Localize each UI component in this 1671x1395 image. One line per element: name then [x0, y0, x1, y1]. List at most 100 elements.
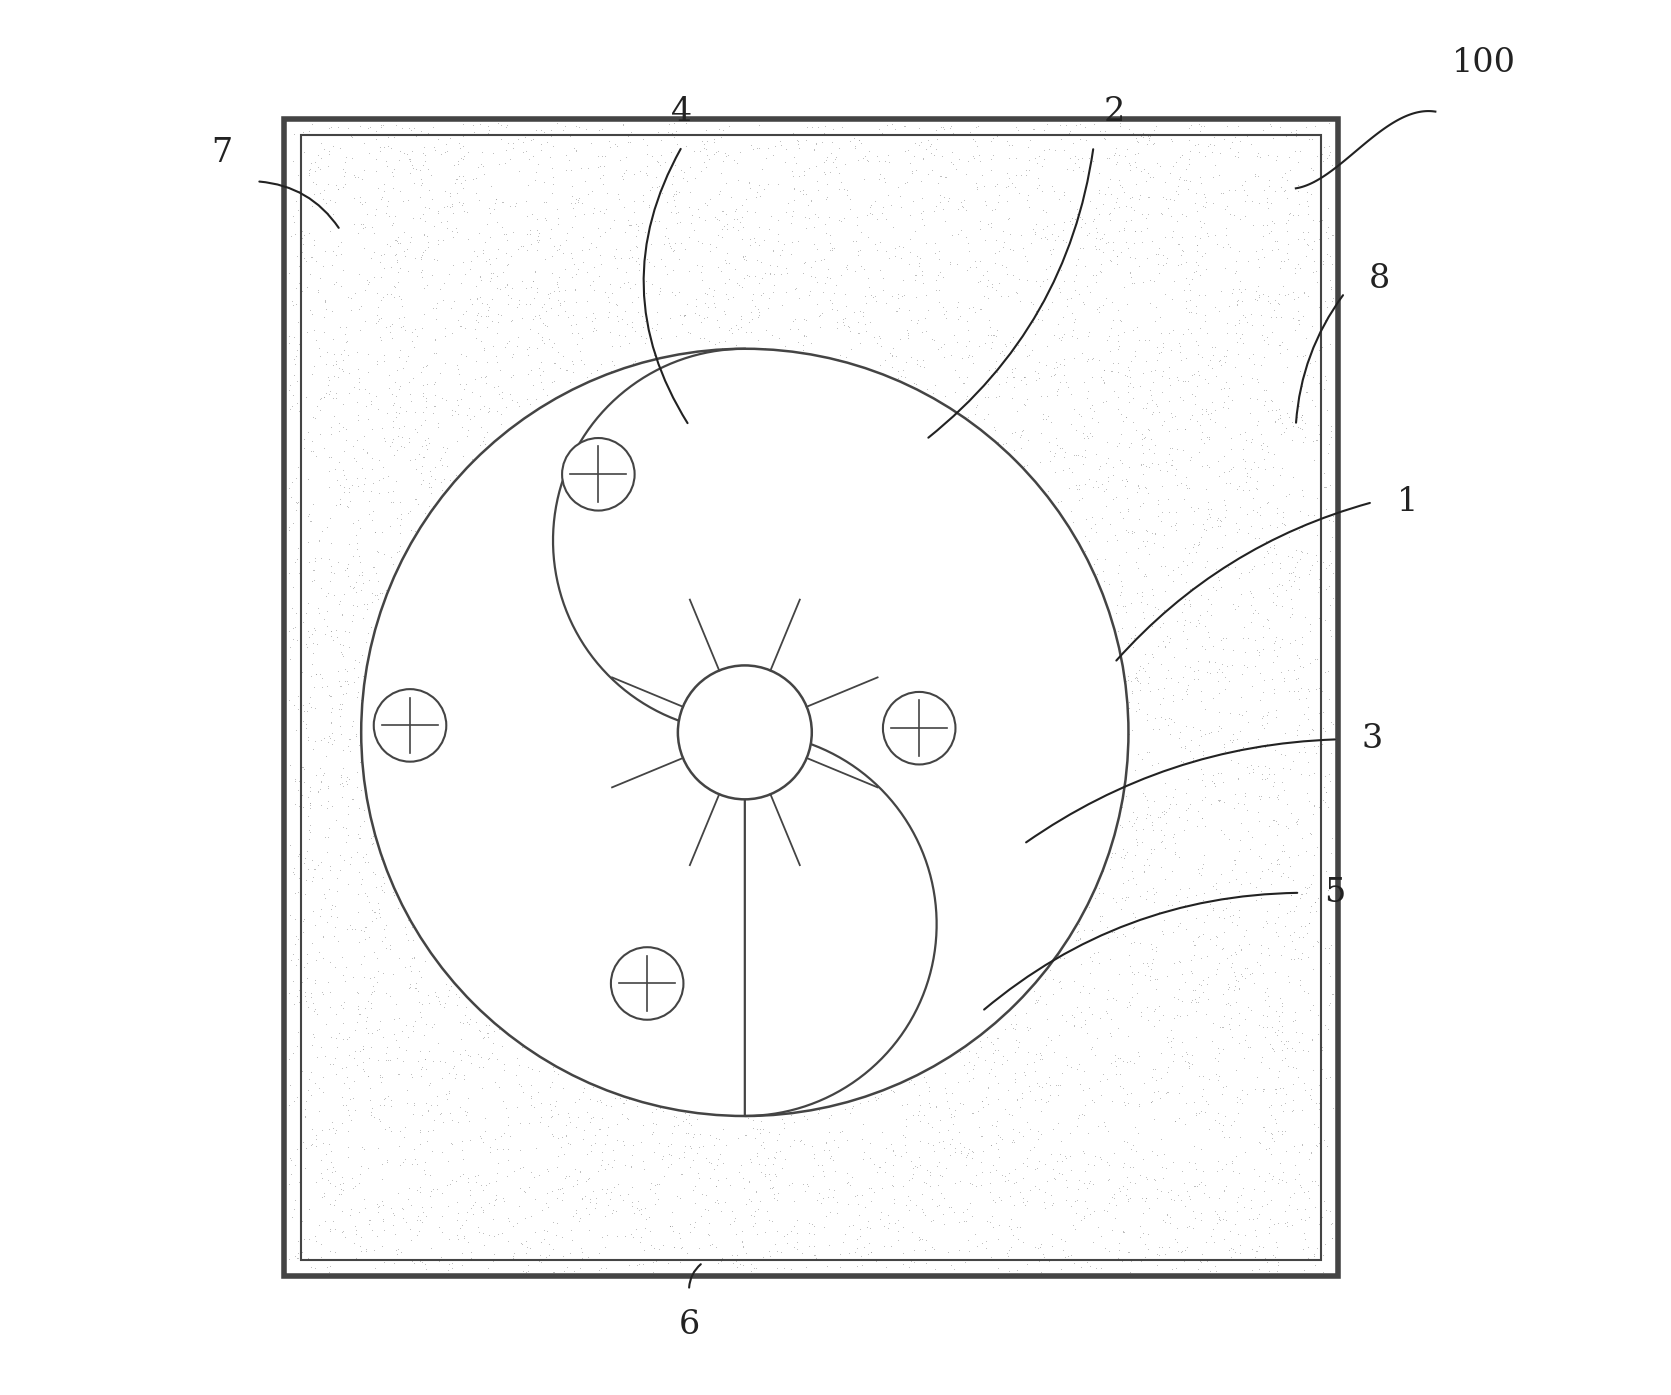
Point [1091, 653, 1118, 675]
Point [775, 1249, 802, 1271]
Point [1312, 608, 1338, 631]
Point [805, 838, 832, 861]
Point [518, 202, 545, 225]
Point [334, 672, 361, 695]
Point [732, 964, 759, 986]
Point [673, 840, 700, 862]
Point [538, 124, 565, 146]
Point [1252, 717, 1278, 739]
Point [984, 1137, 1011, 1159]
Point [301, 1027, 328, 1049]
Point [1150, 336, 1176, 359]
Point [1120, 918, 1146, 940]
Point [371, 257, 398, 279]
Point [1163, 367, 1190, 389]
Point [413, 389, 439, 412]
Point [635, 791, 662, 813]
Point [433, 195, 460, 218]
Point [979, 646, 1006, 668]
Point [1071, 587, 1098, 610]
Point [1318, 1228, 1345, 1250]
Point [364, 282, 391, 304]
Point [500, 220, 526, 243]
Point [399, 929, 426, 951]
Point [498, 346, 525, 368]
Point [841, 773, 867, 795]
Point [551, 290, 578, 312]
Point [358, 1036, 384, 1059]
Point [705, 1169, 732, 1191]
Point [800, 1042, 827, 1064]
Point [1110, 410, 1136, 432]
Point [830, 311, 857, 333]
Point [495, 1106, 521, 1129]
Point [1163, 180, 1190, 202]
Point [981, 252, 1008, 275]
Point [343, 391, 369, 413]
Point [1237, 386, 1263, 409]
Point [973, 448, 999, 470]
Point [683, 999, 710, 1021]
Point [1206, 1016, 1233, 1038]
Bar [301, 135, 1322, 1260]
Point [421, 456, 448, 478]
Point [1293, 233, 1320, 255]
Point [1298, 261, 1325, 283]
Point [448, 1138, 475, 1161]
Point [757, 889, 784, 911]
Point [413, 1057, 439, 1080]
Point [515, 388, 541, 410]
Point [1151, 1243, 1178, 1265]
Point [650, 964, 677, 986]
Point [1180, 748, 1206, 770]
Point [672, 1122, 698, 1144]
Point [1110, 469, 1136, 491]
Point [939, 467, 966, 490]
Point [1066, 473, 1093, 495]
Point [1183, 259, 1210, 282]
Point [416, 495, 443, 518]
Point [501, 473, 528, 495]
Point [790, 965, 817, 988]
Point [705, 209, 732, 232]
Point [690, 788, 717, 810]
Point [329, 416, 356, 438]
Point [1151, 771, 1178, 794]
Point [790, 183, 817, 205]
Point [339, 126, 366, 148]
Point [861, 787, 887, 809]
Point [981, 1039, 1008, 1062]
Point [511, 1180, 538, 1202]
Point [1058, 720, 1084, 742]
Point [334, 773, 361, 795]
Point [715, 745, 742, 767]
Point [1203, 661, 1230, 684]
Point [373, 201, 399, 223]
Point [553, 682, 580, 704]
Point [388, 315, 414, 338]
Point [1292, 703, 1318, 725]
Text: 1: 1 [1397, 487, 1419, 518]
Point [754, 954, 780, 976]
Point [714, 212, 740, 234]
Point [317, 1240, 344, 1262]
Point [729, 970, 755, 992]
Point [697, 187, 724, 209]
Point [363, 971, 389, 993]
Point [1176, 140, 1203, 162]
Point [971, 409, 998, 431]
Point [645, 975, 672, 997]
Point [598, 371, 625, 393]
Point [289, 921, 316, 943]
Point [1248, 769, 1275, 791]
Point [730, 216, 757, 239]
Point [1141, 883, 1168, 905]
Point [531, 1219, 558, 1242]
Point [1242, 629, 1268, 651]
Point [1220, 797, 1247, 819]
Point [1028, 1261, 1054, 1283]
Point [465, 536, 491, 558]
Point [1275, 965, 1302, 988]
Point [535, 654, 561, 677]
Point [896, 140, 922, 162]
